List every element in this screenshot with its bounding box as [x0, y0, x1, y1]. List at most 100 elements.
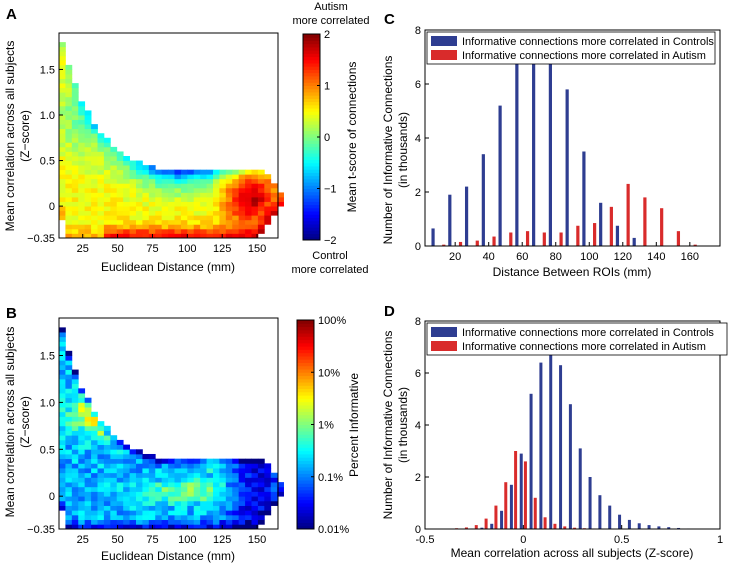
- panel-b-y-tick-label: 0.5: [40, 444, 55, 456]
- panel-a-heatmap-cell: [116, 174, 124, 180]
- panel-b-colorbar-swatch: [297, 372, 314, 377]
- panel-a-colorbar-swatch: [303, 178, 320, 183]
- panel-b-heatmap-cell: [65, 397, 73, 403]
- panel-b-heatmap-cell: [155, 510, 163, 516]
- panel-b-heatmap-cell: [103, 500, 111, 506]
- panel-a-heatmap-cell: [71, 201, 79, 207]
- panel-b-heatmap-cell: [180, 472, 188, 478]
- panel-a-heatmap-cell: [206, 215, 214, 221]
- panel-a-heatmap-cell: [148, 174, 156, 180]
- panel-d-bar-controls: [608, 505, 612, 529]
- panel-a-heatmap-cell: [103, 146, 111, 152]
- panel-a-heatmap-cell: [78, 233, 86, 239]
- panel-a-heatmap-cell: [168, 215, 175, 221]
- panel-b-heatmap-cell: [206, 514, 214, 521]
- panel-b-heatmap-cell: [91, 514, 98, 521]
- panel-b-heatmap-cell: [103, 491, 111, 497]
- panel-b-heatmap-cell: [59, 350, 66, 356]
- panel-b-heatmap-cell: [59, 327, 66, 333]
- panel-b-heatmap-cell: [187, 491, 195, 497]
- panel-a-heatmap-cell: [251, 210, 259, 216]
- panel-b-heatmap-cell: [155, 505, 163, 511]
- panel-a-heatmap-cell: [257, 201, 265, 207]
- panel-b-heatmap-cell: [59, 355, 66, 361]
- panel-b-heatmap-cell: [161, 482, 169, 488]
- panel-c-bar-autism: [693, 244, 697, 246]
- panel-b-heatmap-cell: [110, 435, 118, 441]
- panel-a-heatmap-cell: [161, 178, 169, 184]
- panel-d-x-tick-label: -0.5: [416, 534, 435, 546]
- panel-b-heatmap-cell: [251, 458, 259, 464]
- panel-b-heatmap-cell: [65, 491, 73, 497]
- panel-a-colorbar-swatch: [303, 149, 320, 154]
- panel-b-heatmap-cell: [103, 435, 111, 441]
- panel-b-heatmap-cell: [65, 416, 73, 422]
- panel-a-heatmap: [59, 42, 284, 239]
- panel-a-heatmap-cell: [180, 174, 188, 180]
- panel-b-heatmap-cell: [257, 468, 265, 474]
- panel-b-heatmap-cell: [238, 505, 246, 511]
- panel-a-heatmap-cell: [84, 210, 92, 216]
- panel-a-heatmap-cell: [174, 206, 182, 212]
- panel-a-colorbar-swatch: [303, 198, 320, 202]
- panel-a-x-tick-label: 50: [111, 243, 123, 255]
- panel-a-y-tick-label: 0: [49, 201, 55, 213]
- panel-b-heatmap-cell: [59, 463, 66, 469]
- panel-b-heatmap-cell: [97, 421, 105, 427]
- panel-b-heatmap-cell: [161, 505, 169, 511]
- panel-a-heatmap-cell: [142, 206, 150, 212]
- panel-b-heatmap-cell: [65, 482, 73, 488]
- panel-a-heatmap-cell: [200, 219, 207, 225]
- panel-a-heatmap-cell: [123, 228, 130, 234]
- panel-b-heatmap-cell: [110, 463, 118, 469]
- panel-b-heatmap-cell: [59, 332, 66, 338]
- panel-a-heatmap-cell: [78, 183, 86, 189]
- panel-b-heatmap-cell: [161, 491, 169, 497]
- panel-b-heatmap-cell: [264, 496, 272, 502]
- panel-a-label: A: [6, 6, 17, 23]
- panel-a-heatmap-cell: [257, 178, 265, 184]
- panel-a-heatmap-cell: [168, 210, 175, 216]
- panel-a-heatmap-cell: [103, 197, 111, 202]
- panel-b-heatmap-cell: [91, 444, 98, 450]
- panel-b-heatmap-cell: [91, 524, 98, 530]
- panel-b-heatmap-cell: [84, 491, 92, 497]
- panel-a-heatmap-cell: [97, 187, 105, 193]
- panel-b-heatmap-cell: [71, 463, 79, 469]
- panel-b-heatmap-cell: [78, 463, 86, 469]
- panel-a-heatmap-cell: [232, 233, 240, 239]
- panel-b-heatmap-cell: [97, 425, 105, 431]
- panel-b-heatmap-cell: [59, 416, 66, 422]
- panel-a-heatmap-cell: [97, 210, 105, 216]
- panel-a-heatmap-cell: [78, 133, 86, 139]
- panel-a-heatmap-cell: [200, 178, 207, 184]
- panel-a-heatmap-cell: [180, 228, 188, 234]
- panel-a-heatmap-cell: [245, 206, 252, 212]
- panel-a-heatmap-cell: [116, 224, 124, 230]
- panel-b-heatmap-cell: [187, 505, 195, 511]
- panel-b-heatmap-cell: [193, 463, 201, 469]
- panel-a-heatmap-cell: [84, 128, 92, 134]
- panel-b-heatmap-cell: [155, 491, 163, 497]
- panel-a-heatmap-cell: [97, 206, 105, 212]
- panel-a-y-tick-label: −0.35: [27, 233, 55, 245]
- panel-b-heatmap-cell: [123, 500, 130, 506]
- panel-a-heatmap-cell: [71, 169, 79, 175]
- panel-a-heatmap-cell: [245, 178, 252, 184]
- panel-a-colorbar-swatch: [303, 72, 320, 77]
- panel-a-heatmap-cell: [142, 215, 150, 221]
- panel-a-colorbar-swatch: [303, 227, 320, 231]
- panel-a-heatmap-cell: [91, 187, 98, 193]
- panel-b-heatmap-cell: [187, 486, 195, 492]
- panel-b-heatmap-cell: [65, 510, 73, 516]
- panel-b-heatmap-cell: [245, 500, 252, 506]
- panel-b-heatmap-cell: [103, 430, 111, 436]
- panel-a-heatmap-cell: [161, 187, 169, 193]
- panel-b-heatmap-cell: [148, 491, 156, 497]
- panel-d-bar-controls: [657, 526, 661, 529]
- panel-a-heatmap-cell: [129, 201, 137, 207]
- panel-b-heatmap-cell: [65, 360, 73, 366]
- panel-a-heatmap-cell: [200, 192, 207, 198]
- panel-a-heatmap-cell: [187, 169, 195, 175]
- panel-b-heatmap-cell: [97, 524, 105, 530]
